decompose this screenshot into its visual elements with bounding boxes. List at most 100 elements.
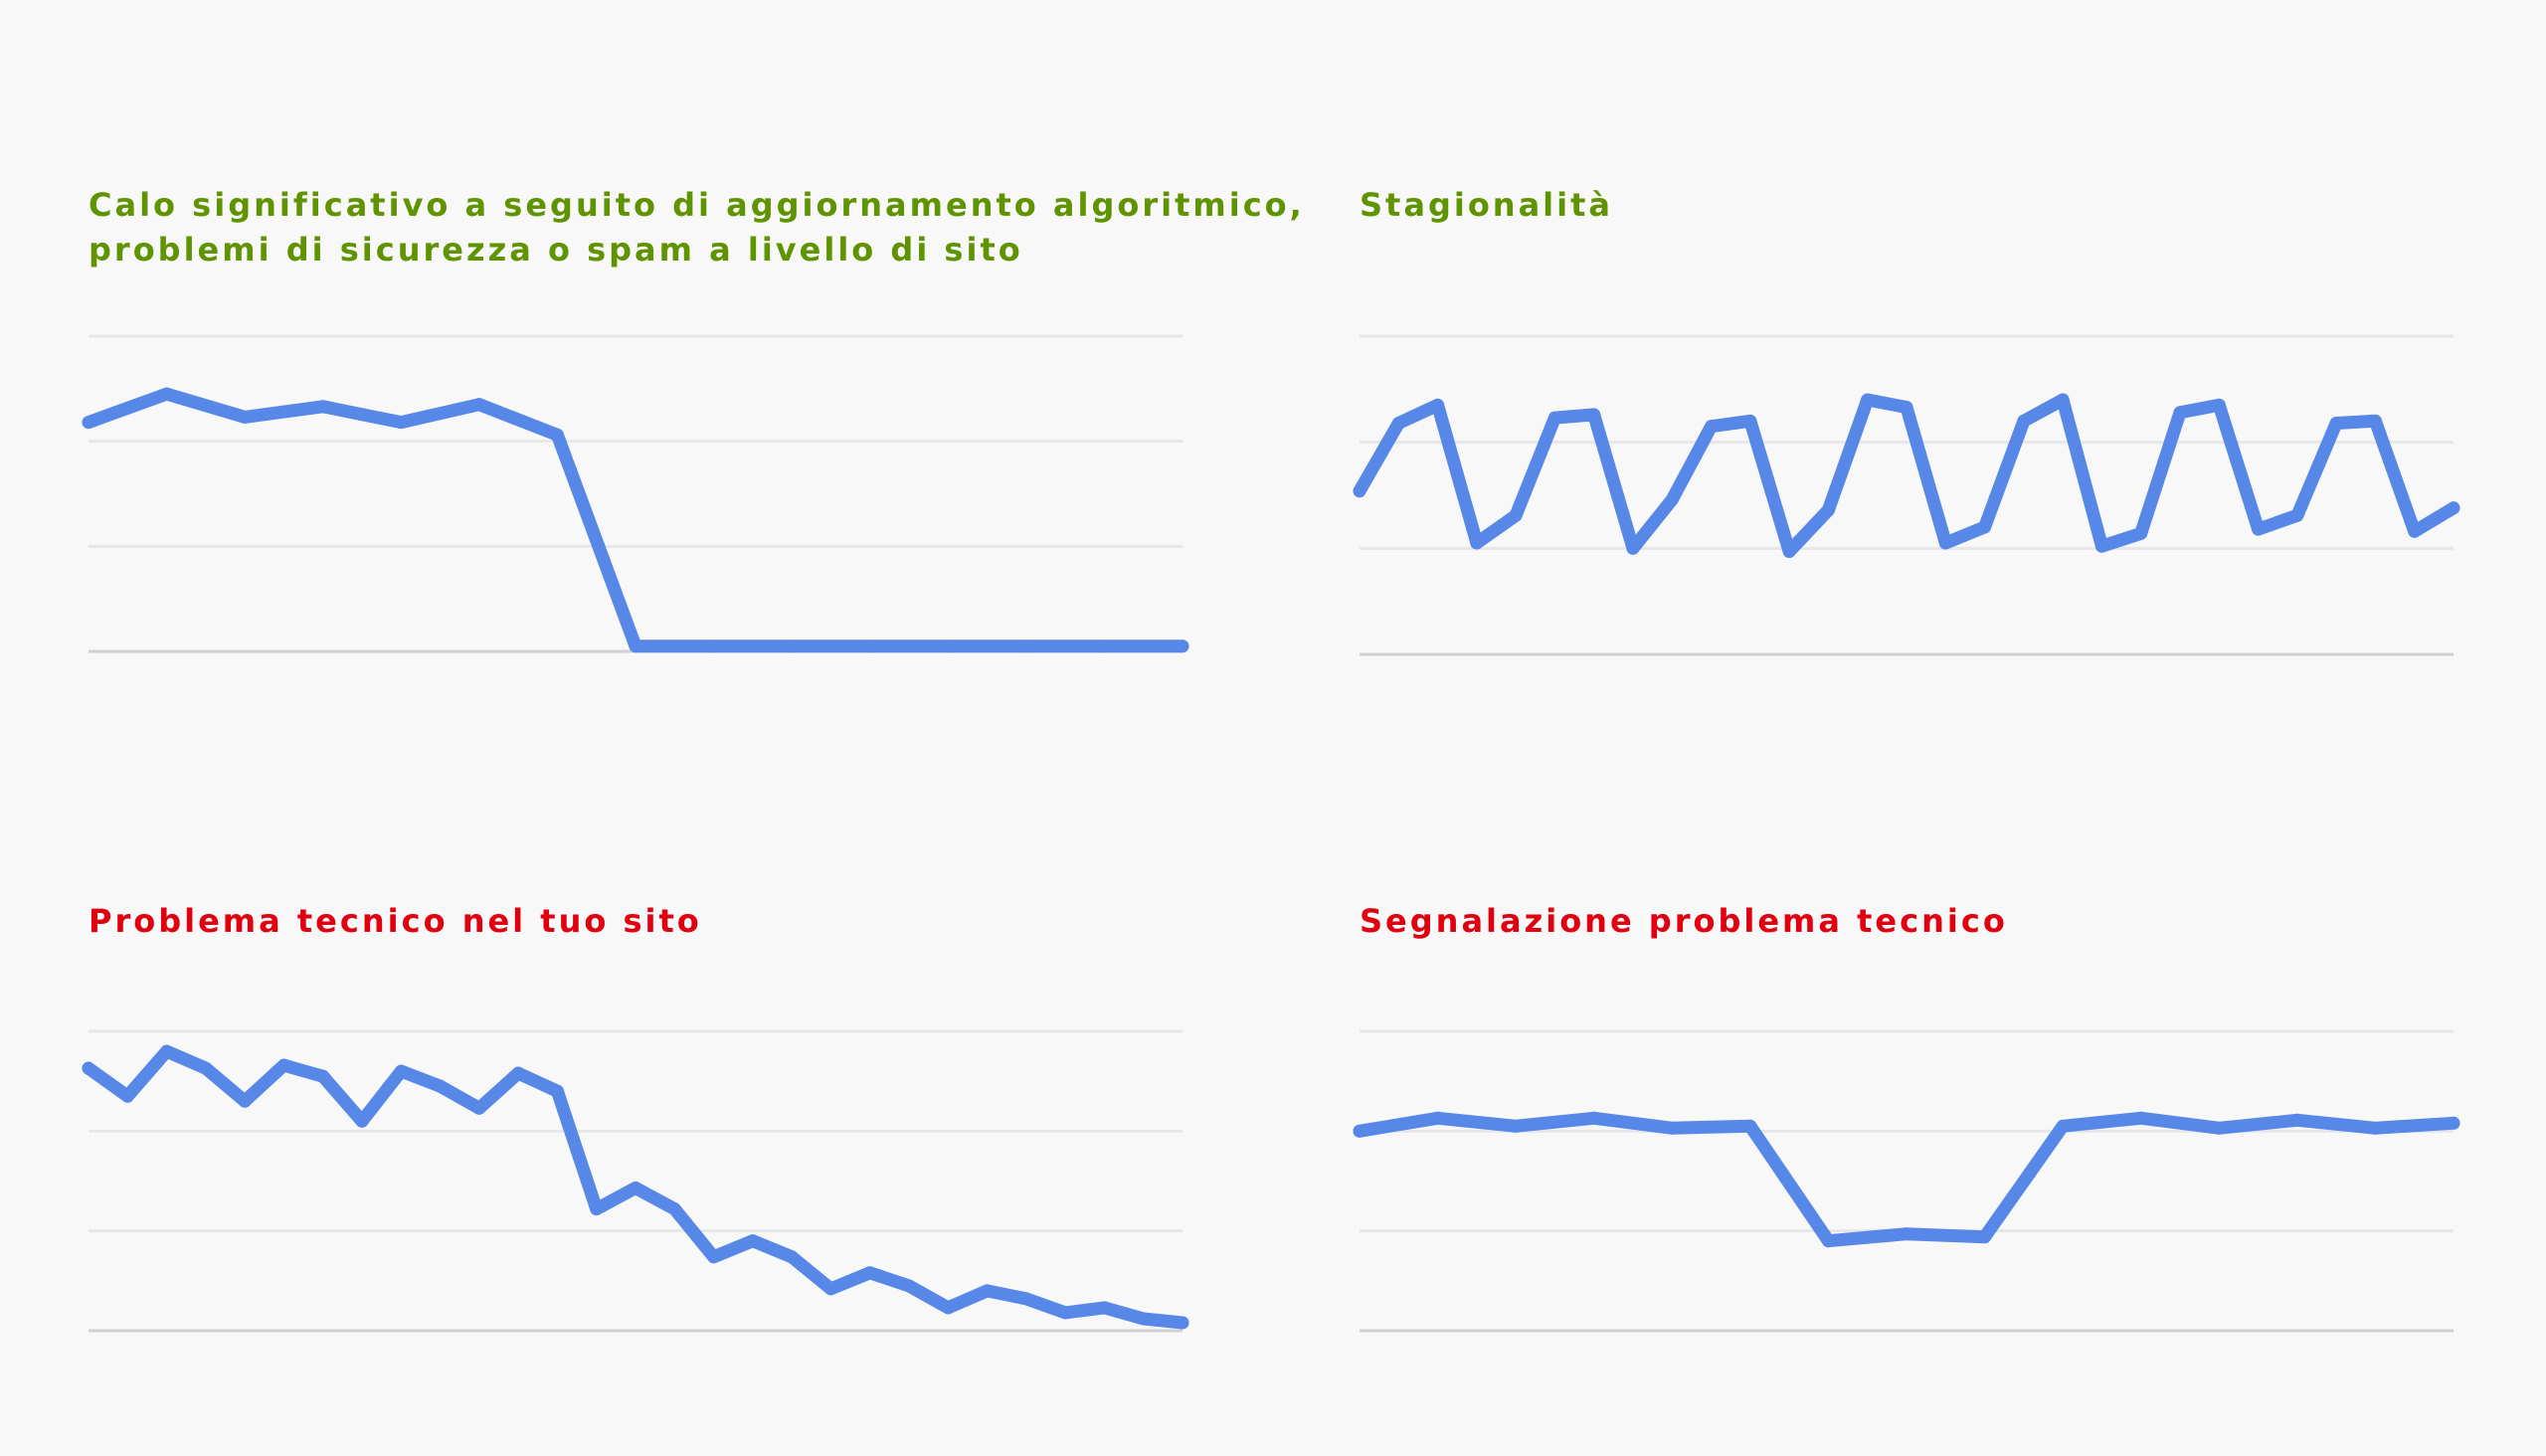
data-point bbox=[238, 410, 252, 424]
data-point bbox=[1665, 1121, 1679, 1135]
data-point bbox=[472, 1101, 486, 1115]
data-point bbox=[707, 639, 721, 653]
data-point bbox=[1938, 536, 1952, 550]
data-point bbox=[82, 416, 95, 430]
data-point bbox=[316, 400, 330, 414]
data-point bbox=[2134, 1111, 2148, 1125]
chart-title-line: Problema tecnico nel tuo sito bbox=[89, 902, 702, 940]
data-point bbox=[785, 639, 799, 653]
data-point bbox=[863, 639, 877, 653]
data-point bbox=[2290, 1113, 2304, 1127]
data-point bbox=[2290, 508, 2304, 522]
data-point bbox=[355, 1114, 369, 1128]
data-point bbox=[1391, 416, 1405, 430]
chart-panel-site-technical-problem: Problema tecnico nel tuo sito bbox=[82, 899, 1192, 1456]
chart-panel-seasonality: Stagionalità bbox=[1353, 183, 2463, 740]
data-point bbox=[316, 1069, 330, 1083]
data-point bbox=[238, 1094, 252, 1108]
data-point bbox=[1431, 1111, 1445, 1125]
data-point bbox=[746, 1234, 760, 1248]
data-point bbox=[1353, 1124, 1366, 1138]
chart-title: Stagionalità bbox=[1360, 183, 2463, 228]
data-point bbox=[941, 1301, 955, 1315]
chart-title-line: Stagionalità bbox=[1360, 186, 1613, 224]
data-point bbox=[1058, 1306, 1072, 1320]
data-point bbox=[941, 639, 955, 653]
data-point bbox=[785, 1250, 799, 1264]
data-point bbox=[629, 639, 642, 653]
data-point bbox=[82, 1061, 95, 1075]
data-point bbox=[2056, 1119, 2070, 1133]
data-point bbox=[2368, 414, 2382, 428]
data-point bbox=[1137, 1312, 1151, 1326]
data-point bbox=[1547, 411, 1561, 425]
data-point bbox=[1978, 520, 1992, 534]
data-point bbox=[667, 1202, 681, 1216]
data-point bbox=[394, 1064, 408, 1078]
data-point bbox=[2056, 393, 2070, 407]
chart-title: Calo significativo a seguito di aggiorna… bbox=[89, 183, 1305, 273]
data-point bbox=[2212, 398, 2226, 412]
data-point bbox=[2368, 1121, 2382, 1135]
data-point bbox=[902, 1279, 916, 1293]
data-point bbox=[199, 1061, 213, 1075]
line-chart bbox=[1353, 334, 2460, 656]
data-point bbox=[1743, 1119, 1757, 1133]
data-point bbox=[276, 1058, 290, 1072]
chart-panel-algorithm-drop: Calo significativo a seguito di aggiorna… bbox=[82, 183, 1305, 740]
series-line bbox=[82, 387, 1189, 653]
data-point bbox=[1743, 414, 1757, 428]
data-point bbox=[863, 1266, 877, 1280]
data-point bbox=[1900, 400, 1913, 414]
data-point bbox=[1019, 639, 1033, 653]
data-point bbox=[550, 1084, 564, 1098]
data-point bbox=[1470, 536, 1484, 550]
chart-title: Problema tecnico nel tuo sito bbox=[89, 899, 1192, 944]
data-point bbox=[1705, 420, 1719, 434]
chart-title-line: Segnalazione problema tecnico bbox=[1360, 902, 2008, 940]
data-point bbox=[2329, 416, 2343, 430]
data-point bbox=[434, 1079, 448, 1093]
data-point bbox=[394, 416, 408, 430]
line-chart bbox=[1353, 1029, 2460, 1333]
data-point bbox=[1821, 503, 1835, 517]
data-point bbox=[2252, 522, 2266, 536]
data-point bbox=[2447, 501, 2460, 515]
data-point bbox=[1509, 1119, 1523, 1133]
data-point bbox=[1978, 1230, 1992, 1244]
data-point bbox=[2212, 1121, 2226, 1135]
chart-title-line: Calo significativo a seguito di aggiorna… bbox=[89, 186, 1305, 224]
data-point bbox=[2408, 524, 2422, 538]
data-point bbox=[160, 387, 174, 401]
data-point bbox=[629, 1182, 642, 1195]
data-point bbox=[1431, 398, 1445, 412]
data-point bbox=[120, 1089, 134, 1103]
data-point bbox=[2094, 539, 2108, 553]
data-point bbox=[2447, 1116, 2460, 1130]
data-point bbox=[1587, 408, 1601, 422]
series-line bbox=[1353, 1111, 2460, 1248]
data-point bbox=[823, 1282, 837, 1296]
data-point bbox=[590, 1202, 604, 1216]
data-point bbox=[2173, 406, 2187, 420]
data-point bbox=[511, 1066, 525, 1080]
line-chart bbox=[82, 1029, 1189, 1333]
data-point bbox=[2017, 414, 2031, 428]
chart-title-line: problemi di sicurezza o spam a livello d… bbox=[89, 231, 1023, 269]
data-point bbox=[1019, 1292, 1033, 1306]
data-point bbox=[2134, 526, 2148, 540]
data-point bbox=[707, 1250, 721, 1264]
chart-title: Segnalazione problema tecnico bbox=[1360, 899, 2463, 944]
data-point bbox=[1626, 541, 1640, 555]
data-point bbox=[1821, 1234, 1835, 1248]
data-point bbox=[1097, 1301, 1111, 1315]
data-point bbox=[1900, 1227, 1913, 1241]
data-point bbox=[1861, 393, 1875, 407]
data-point bbox=[981, 1284, 995, 1298]
data-point bbox=[1097, 639, 1111, 653]
data-point bbox=[1665, 492, 1679, 506]
data-point bbox=[550, 428, 564, 442]
data-point bbox=[1176, 1316, 1189, 1330]
series-line bbox=[1353, 393, 2460, 558]
data-point bbox=[1509, 508, 1523, 522]
